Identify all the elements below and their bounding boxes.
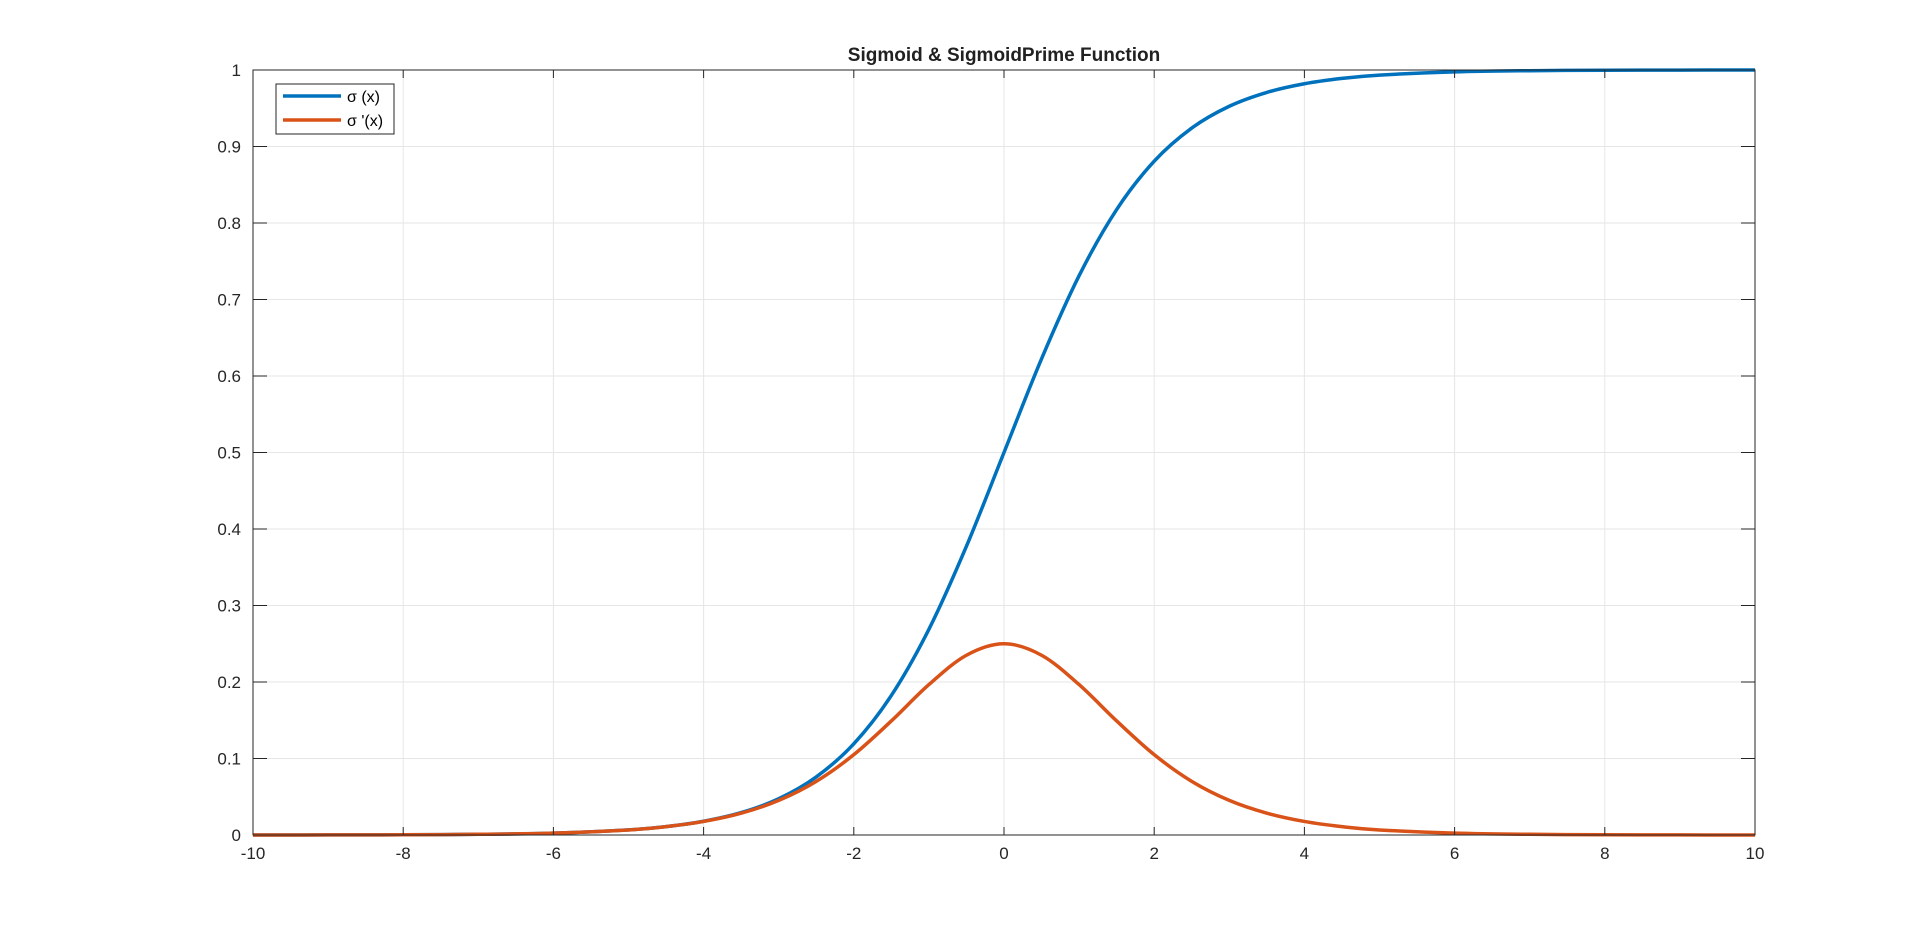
y-tick-label: 0.3 [217, 597, 241, 616]
axis-ticks: -10 -8 -6 -4 -2 0 2 4 6 8 10 0 0.1 0.2 0.3 0.4 0.5 0.6 0.7… [217, 61, 1764, 863]
legend-label-sigmoid-prime: σ '(x) [347, 113, 383, 130]
x-tick-label: -4 [696, 844, 711, 863]
x-tick-label: 0 [999, 844, 1008, 863]
legend: σ (x) σ '(x) [275, 83, 395, 135]
x-tick-label: -10 [241, 844, 266, 863]
y-tick-label: 0.8 [217, 214, 241, 233]
y-tick-label: 0.1 [217, 750, 241, 769]
y-tick-label: 0.7 [217, 291, 241, 310]
legend-box [275, 83, 395, 135]
x-tick-label: -6 [546, 844, 561, 863]
y-tick-label: 0.4 [217, 520, 241, 539]
series-layer [252, 68, 1756, 837]
x-tick-label: -2 [846, 844, 861, 863]
x-tick-label: -8 [396, 844, 411, 863]
chart-title: Sigmoid & SigmoidPrime Function [848, 45, 1160, 66]
x-tick-label: 2 [1149, 844, 1158, 863]
x-tick-label: 10 [1746, 844, 1765, 863]
x-tick-label: 6 [1450, 844, 1459, 863]
legend-label-sigmoid: σ (x) [347, 89, 380, 106]
y-tick-label: 0.9 [217, 138, 241, 157]
y-tick-label: 0 [232, 826, 241, 845]
y-tick-label: 0.6 [217, 367, 241, 386]
y-tick-label: 1 [232, 61, 241, 80]
y-tick-label: 0.2 [217, 673, 241, 692]
x-tick-label: 4 [1300, 844, 1309, 863]
sigmoid-prime-line [252, 642, 1756, 837]
x-tick-label: 8 [1600, 844, 1609, 863]
y-tick-label: 0.5 [217, 444, 241, 463]
